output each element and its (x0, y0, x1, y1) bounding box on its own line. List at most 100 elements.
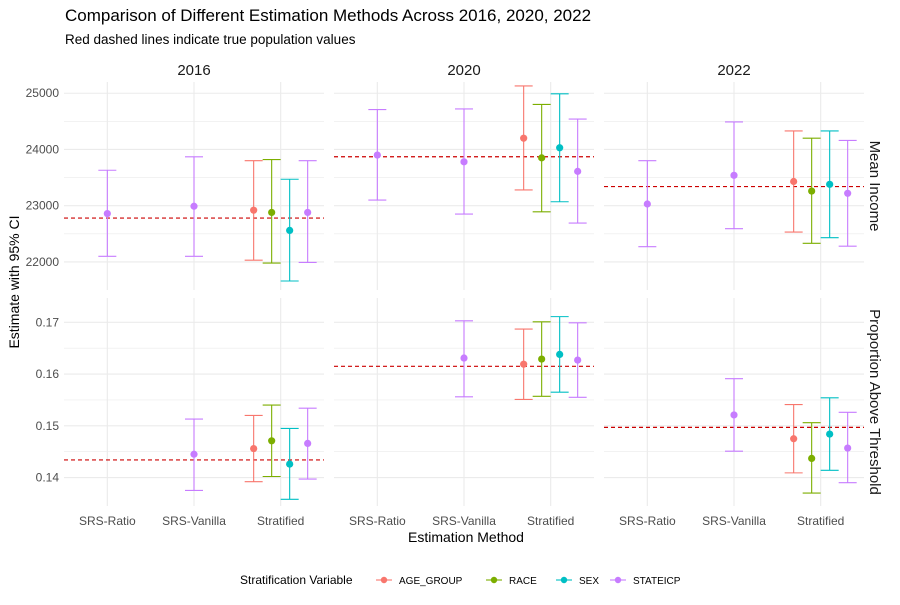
x-tick-label: SRS-Vanilla (162, 514, 226, 528)
chart-title: Comparison of Different Estimation Metho… (65, 6, 592, 25)
estimate-point (286, 460, 294, 468)
x-axis-title: Estimation Method (408, 529, 524, 545)
data-point-stateicp (185, 418, 203, 492)
panel-0-2016 (64, 82, 324, 290)
data-point-stateicp (185, 156, 203, 257)
estimate-point (574, 356, 582, 364)
data-point-stateicp (455, 320, 473, 398)
data-point-sex (820, 397, 839, 471)
estimate-point (790, 435, 798, 443)
legend-title: Stratification Variable (240, 573, 353, 587)
estimate-point (790, 177, 798, 186)
data-point-stateicp (368, 108, 387, 201)
y-tick-label: 25000 (26, 86, 60, 100)
estimate-point (250, 206, 258, 214)
estimate-point (373, 151, 381, 159)
chart-panels (64, 82, 864, 506)
data-point-race (802, 422, 821, 494)
estimate-point (190, 202, 198, 210)
estimate-point (268, 437, 276, 445)
legend-item-stateicp: STATEICP (610, 576, 681, 587)
estimate-point (556, 350, 564, 358)
data-point-race (802, 137, 821, 244)
data-point-age_group (244, 160, 263, 261)
y-axis-title: Estimate with 95% CI (6, 215, 22, 348)
estimate-point (538, 154, 546, 162)
chart-subtitle: Red dashed lines indicate true populatio… (65, 32, 356, 47)
data-point-race (532, 103, 551, 213)
panel-0-2022 (604, 82, 864, 290)
estimate-point (556, 144, 564, 152)
estimate-point (538, 355, 546, 363)
y-tick-label: 22000 (26, 255, 60, 269)
estimate-point (520, 360, 528, 368)
data-point-sex (280, 178, 299, 282)
data-point-stateicp (725, 378, 743, 452)
panel-0-2020 (334, 82, 594, 290)
panel-1-2022 (604, 298, 864, 506)
facet-label-row-0: Mean Income (866, 141, 883, 232)
estimate-point (286, 226, 294, 235)
data-point-age_group (514, 85, 533, 191)
estimate-point (304, 439, 312, 447)
estimate-point (268, 208, 276, 217)
data-point-stateicp (568, 118, 587, 224)
y-tick-label: 0.14 (36, 471, 60, 485)
data-point-age_group (514, 328, 533, 400)
legend-key-point (560, 576, 568, 584)
data-point-stateicp (838, 139, 857, 247)
estimate-point (808, 454, 816, 462)
data-point-stateicp (455, 108, 473, 215)
x-tick-label: Stratified (797, 514, 844, 528)
legend-key-point (490, 576, 498, 584)
legend-item-sex: SEX (556, 576, 599, 587)
estimate-point (304, 208, 312, 217)
data-point-age_group (244, 414, 263, 483)
data-point-stateicp (298, 160, 317, 264)
data-point-stateicp (838, 411, 857, 484)
data-point-stateicp (638, 160, 657, 248)
estimate-point (520, 134, 528, 142)
legend-item-age_group: AGE_GROUP (376, 576, 463, 587)
legend-label: STATEICP (633, 576, 681, 587)
data-point-age_group (784, 404, 803, 474)
x-tick-label: SRS-Ratio (619, 514, 676, 528)
y-tick-label: 0.17 (36, 315, 60, 329)
y-tick-label: 24000 (26, 142, 60, 156)
data-point-sex (550, 316, 569, 393)
facet-label-row-1: Proportion Above Threshold (866, 309, 883, 495)
y-tick-label: 0.15 (36, 419, 60, 433)
estimate-point (730, 171, 738, 179)
data-point-sex (280, 427, 299, 500)
estimate-point (844, 189, 852, 197)
estimate-point (460, 158, 468, 166)
axis-labels: 2016 2020 2022 Mean Income 22000 23000 24000 25… (26, 62, 883, 528)
estimate-point (808, 187, 816, 195)
legend-item-race: RACE (486, 576, 537, 587)
y-tick-label: 0.16 (36, 367, 60, 381)
data-point-stateicp (98, 169, 117, 257)
data-point-race (262, 404, 281, 478)
x-tick-label: SRS-Ratio (349, 514, 406, 528)
legend-label: RACE (509, 576, 537, 587)
y-tick-label: 23000 (26, 199, 60, 213)
x-tick-label: Stratified (257, 514, 304, 528)
legend-key-point (380, 576, 388, 584)
data-point-sex (550, 93, 569, 203)
estimate-point (103, 209, 111, 218)
panel-1-2020 (334, 298, 594, 506)
legend: Stratification Variable AGE_GROUP RACE SEX S… (240, 573, 681, 587)
estimate-point (844, 444, 852, 452)
data-point-race (262, 159, 281, 264)
data-point-stateicp (568, 322, 587, 398)
x-tick-label: SRS-Ratio (79, 514, 136, 528)
data-point-stateicp (298, 407, 317, 480)
estimate-point (190, 450, 198, 458)
estimate-point (826, 430, 834, 438)
data-point-stateicp (725, 121, 743, 230)
legend-label: AGE_GROUP (399, 576, 463, 587)
facet-label-2022: 2022 (717, 62, 750, 79)
legend-label: SEX (579, 576, 599, 587)
data-point-race (532, 321, 551, 397)
